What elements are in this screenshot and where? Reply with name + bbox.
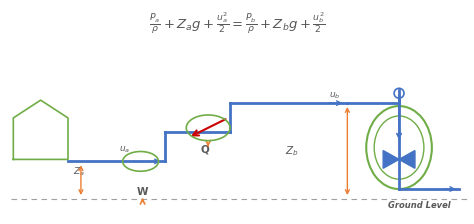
Text: $Z_a$: $Z_a$ <box>73 165 85 178</box>
Text: $\frac{P_a}{\rho} + Z_a g + \frac{u_a^2}{2} = \frac{P_b}{\rho} + Z_b g + \frac{u: $\frac{P_a}{\rho} + Z_a g + \frac{u_a^2}… <box>149 11 325 36</box>
Text: $u_b$: $u_b$ <box>329 90 341 101</box>
Text: $Z_b$: $Z_b$ <box>285 144 298 158</box>
Text: Ground Level: Ground Level <box>388 201 450 210</box>
Text: $u_a$: $u_a$ <box>118 144 130 155</box>
Polygon shape <box>383 151 399 168</box>
Text: Q: Q <box>201 144 210 155</box>
Text: W: W <box>137 187 148 197</box>
Polygon shape <box>399 151 415 168</box>
